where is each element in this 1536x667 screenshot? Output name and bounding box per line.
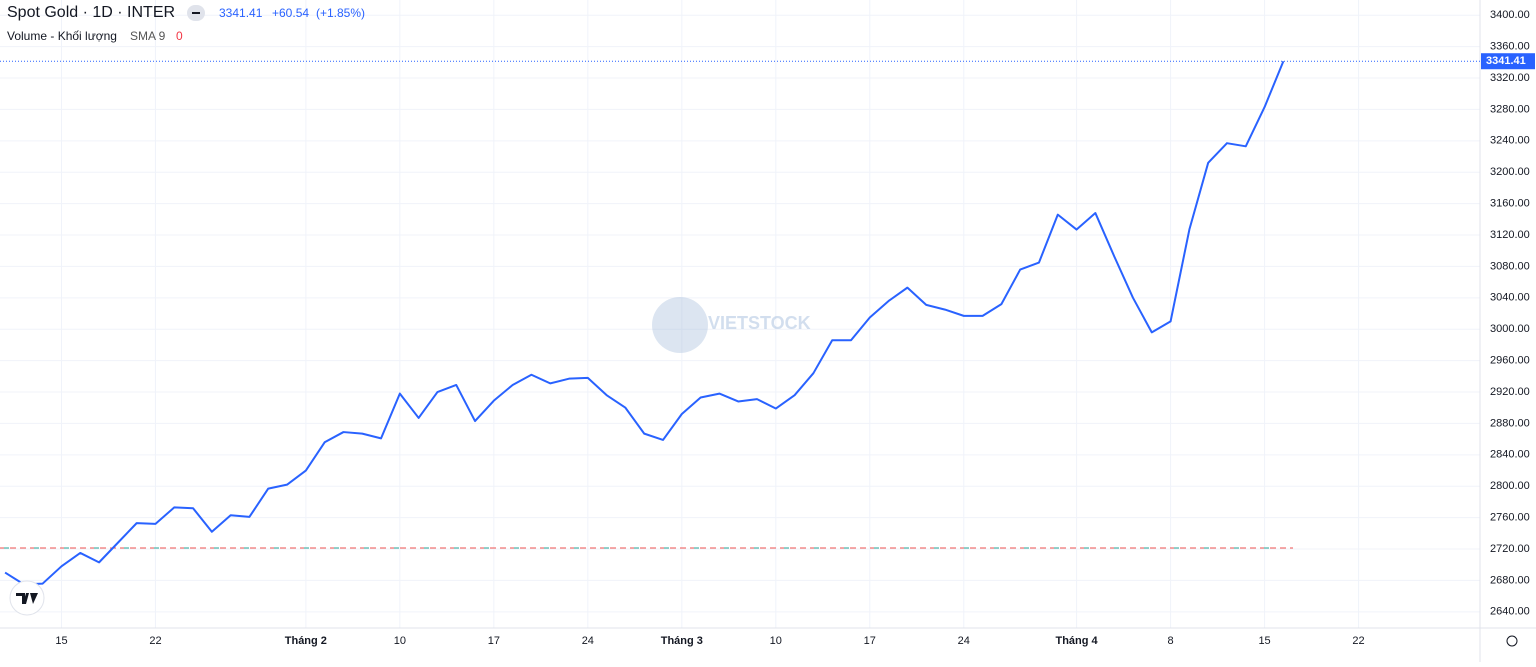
x-tick-label: 17 bbox=[864, 635, 876, 647]
x-tick-label: 8 bbox=[1168, 635, 1174, 647]
settings-icon[interactable] bbox=[1506, 635, 1518, 647]
x-tick-label: 15 bbox=[55, 635, 67, 647]
y-tick-label: 3000.00 bbox=[1490, 323, 1530, 335]
price-change: +60.54 bbox=[272, 6, 309, 20]
indicator-name: Volume - Khối lượng bbox=[7, 29, 117, 43]
indicator-ma: SMA 9 bbox=[130, 29, 166, 43]
y-tick-label: 2680.00 bbox=[1490, 574, 1530, 586]
x-tick-label: 17 bbox=[488, 635, 500, 647]
y-tick-label: 3320.00 bbox=[1490, 72, 1530, 84]
price-change-pct: (+1.85%) bbox=[316, 6, 365, 20]
y-tick-label: 3040.00 bbox=[1490, 292, 1530, 304]
price-line bbox=[4, 60, 1285, 586]
y-tick-label: 3240.00 bbox=[1490, 135, 1530, 147]
x-tick-label: Tháng 2 bbox=[285, 635, 327, 647]
x-tick-label: 22 bbox=[1352, 635, 1364, 647]
indicator-value: 0 bbox=[176, 29, 183, 43]
y-tick-label: 2960.00 bbox=[1490, 355, 1530, 367]
tv-logo[interactable] bbox=[9, 580, 45, 616]
y-tick-label: 3080.00 bbox=[1490, 260, 1530, 272]
y-tick-label: 2920.00 bbox=[1490, 386, 1530, 398]
y-tick-label: 3200.00 bbox=[1490, 166, 1530, 178]
y-tick-label: 3360.00 bbox=[1490, 41, 1530, 53]
y-tick-label: 2760.00 bbox=[1490, 512, 1530, 524]
y-tick-label: 2800.00 bbox=[1490, 480, 1530, 492]
y-tick-label: 3160.00 bbox=[1490, 198, 1530, 210]
y-tick-label: 3400.00 bbox=[1490, 9, 1530, 21]
y-tick-label: 2640.00 bbox=[1490, 606, 1530, 618]
watermark-text: VIETSTOCK bbox=[708, 313, 811, 333]
watermark: VIETSTOCK bbox=[652, 297, 811, 353]
y-tick-label: 2840.00 bbox=[1490, 449, 1530, 461]
last-price-label: 3341.41 bbox=[1486, 55, 1526, 67]
grid bbox=[0, 0, 1480, 628]
y-tick-label: 2720.00 bbox=[1490, 543, 1530, 555]
y-tick-label: 3280.00 bbox=[1490, 103, 1530, 115]
x-tick-label: 15 bbox=[1258, 635, 1270, 647]
x-tick-label: Tháng 4 bbox=[1055, 635, 1098, 647]
x-tick-label: 24 bbox=[958, 635, 970, 647]
chart-title: Spot Gold · 1D · INTER bbox=[7, 4, 175, 21]
watermark-logo bbox=[652, 297, 708, 353]
x-tick-label: Tháng 3 bbox=[661, 635, 703, 647]
y-tick-label: 3120.00 bbox=[1490, 229, 1530, 241]
y-tick-label: 2880.00 bbox=[1490, 417, 1530, 429]
tv-logo-mark bbox=[16, 593, 38, 604]
x-tick-label: 10 bbox=[394, 635, 406, 647]
last-price: 3341.41 bbox=[219, 6, 263, 20]
x-tick-label: 22 bbox=[149, 635, 161, 647]
x-tick-label: 10 bbox=[770, 635, 782, 647]
last-price-badge bbox=[1481, 53, 1535, 70]
plot bbox=[0, 60, 1480, 586]
collapse-icon bbox=[192, 12, 200, 14]
x-tick-label: 24 bbox=[582, 635, 594, 647]
